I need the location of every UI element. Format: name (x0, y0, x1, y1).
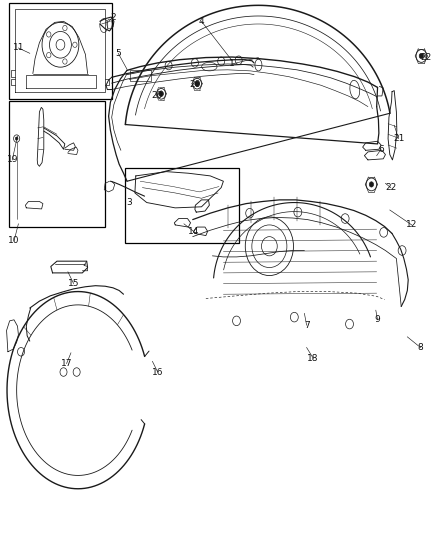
Text: 22: 22 (420, 53, 431, 62)
Text: 3: 3 (126, 198, 132, 207)
Circle shape (159, 91, 163, 96)
Text: 6: 6 (378, 145, 384, 154)
Text: 20: 20 (189, 80, 201, 88)
Text: 12: 12 (406, 221, 417, 229)
Text: 1: 1 (229, 60, 235, 68)
Text: 17: 17 (61, 359, 72, 368)
Text: 9: 9 (374, 316, 381, 324)
Bar (9, 101, 105, 227)
Text: 7: 7 (304, 321, 310, 329)
Bar (9, 3, 112, 99)
Text: 11: 11 (13, 44, 24, 52)
Text: 4: 4 (199, 17, 204, 26)
Text: 10: 10 (8, 237, 20, 245)
Text: 22: 22 (385, 183, 396, 192)
Circle shape (195, 81, 199, 86)
Text: 18: 18 (307, 354, 319, 362)
Text: 16: 16 (152, 368, 163, 376)
Text: 19: 19 (7, 156, 18, 164)
Text: 21: 21 (393, 134, 404, 143)
Circle shape (369, 182, 374, 187)
Bar (125, 168, 239, 243)
Circle shape (56, 39, 65, 50)
Text: 2: 2 (110, 13, 116, 21)
Text: 8: 8 (417, 343, 424, 352)
Text: 15: 15 (68, 279, 79, 288)
Text: 20: 20 (151, 92, 162, 100)
Circle shape (15, 137, 18, 140)
Text: 5: 5 (115, 49, 121, 58)
Bar (130, 70, 151, 81)
Circle shape (419, 53, 424, 59)
Text: 14: 14 (188, 227, 199, 236)
